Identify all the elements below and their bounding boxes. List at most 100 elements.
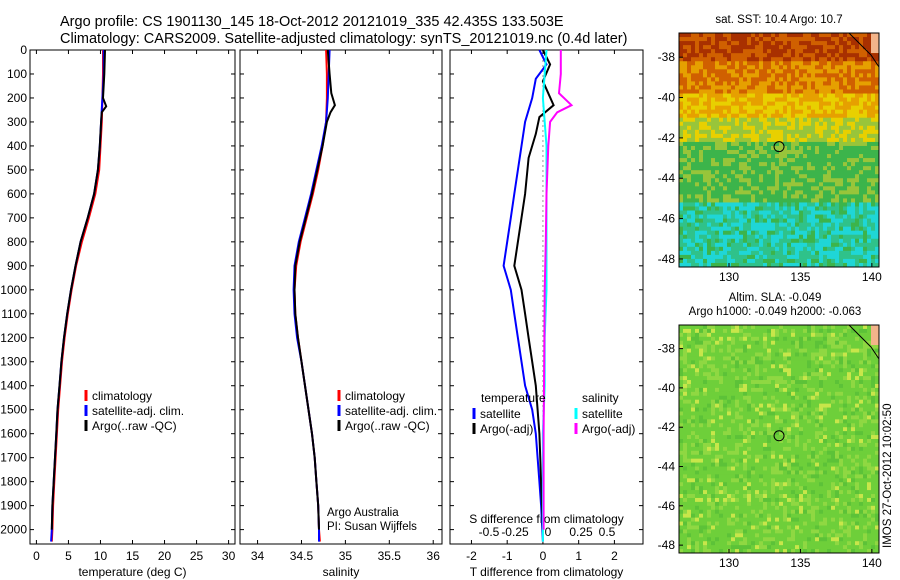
map-cell [679,133,684,139]
map-cell [779,125,784,131]
map-cell [783,537,788,542]
map-cell [731,513,736,519]
map-cell [699,442,704,448]
map-cell [707,332,712,338]
map-cell [727,226,732,232]
map-cell [703,166,708,171]
map-cell [707,69,712,74]
map-cell [707,474,712,479]
map-cell [787,85,792,90]
map-cell [767,415,772,420]
map-cell [811,238,816,244]
map-cell [771,254,776,260]
map-cell [735,509,740,515]
map-cell [755,470,760,475]
map-cell [799,336,804,342]
map-cell [763,73,768,78]
map-cell [695,387,700,393]
map-cell [803,93,808,99]
map-cell [727,454,732,460]
map-cell [867,150,872,155]
map-cell [799,478,804,483]
map-cell [803,427,808,432]
map-cell [731,93,736,99]
map-cell [755,403,760,409]
map-cell [755,454,760,460]
map-cell [727,178,732,183]
map-cell [683,133,688,139]
map-cell [759,81,764,86]
map-cell [719,186,724,191]
map-cell [767,154,772,159]
map-cell [735,101,740,107]
map-cell [731,234,736,240]
map-cell [739,53,744,58]
map-cell [803,380,808,385]
map-cell [815,202,820,207]
map-cell [847,190,852,195]
map-cell [803,73,808,78]
map-cell [735,372,740,377]
map-cell [791,486,796,491]
map-cell [771,466,776,471]
map-cell [855,166,860,171]
map-cell [719,376,724,381]
map-cell [743,427,748,432]
map-cell [819,33,824,38]
map-cell [755,439,760,444]
map-cell [795,470,800,475]
map-cell [791,439,796,444]
map-cell [791,57,796,62]
map-cell [783,486,788,491]
map-cell [683,513,688,519]
map-cell [723,399,728,405]
map-cell [779,97,784,103]
map-cell [767,93,772,99]
map-cell [715,427,720,432]
map-cell [795,478,800,483]
map-cell [787,364,792,369]
map-cell [767,332,772,338]
map-cell [775,61,780,66]
map-cell [715,133,720,139]
map-cell [827,61,832,66]
map-cell [791,529,796,534]
map-cell [843,117,848,123]
map-cell [695,254,700,260]
map-cell [763,97,768,103]
map-cell [795,387,800,393]
map-cell [799,202,804,207]
map-cell [691,117,696,123]
map-cell [751,466,756,471]
map-cell [699,407,704,412]
map-cell [715,541,720,546]
map-cell [803,431,808,436]
map-cell [823,137,828,143]
map-cell [743,340,748,346]
map-cell [707,328,712,334]
map-cell [687,238,692,244]
map-cell [771,497,776,503]
map-cell [679,340,684,346]
map-cell [843,61,848,66]
map-cell [759,446,764,452]
map-cell [767,202,772,207]
map-cell [767,125,772,131]
map-cell [831,186,836,191]
map-cell [683,399,688,405]
map-cell [799,360,804,365]
map-cell [739,57,744,62]
map-cell [687,545,692,550]
map-cell [755,352,760,357]
map-cell [791,431,796,436]
map-cell [735,162,740,167]
map-cell [771,174,776,179]
map-cell [747,125,752,131]
map-cell [687,93,692,99]
map-cell [719,194,724,199]
map-cell [695,372,700,377]
map-cell [791,61,796,66]
map-cell [831,121,836,127]
map-cell [783,383,788,389]
map-cell [731,482,736,487]
